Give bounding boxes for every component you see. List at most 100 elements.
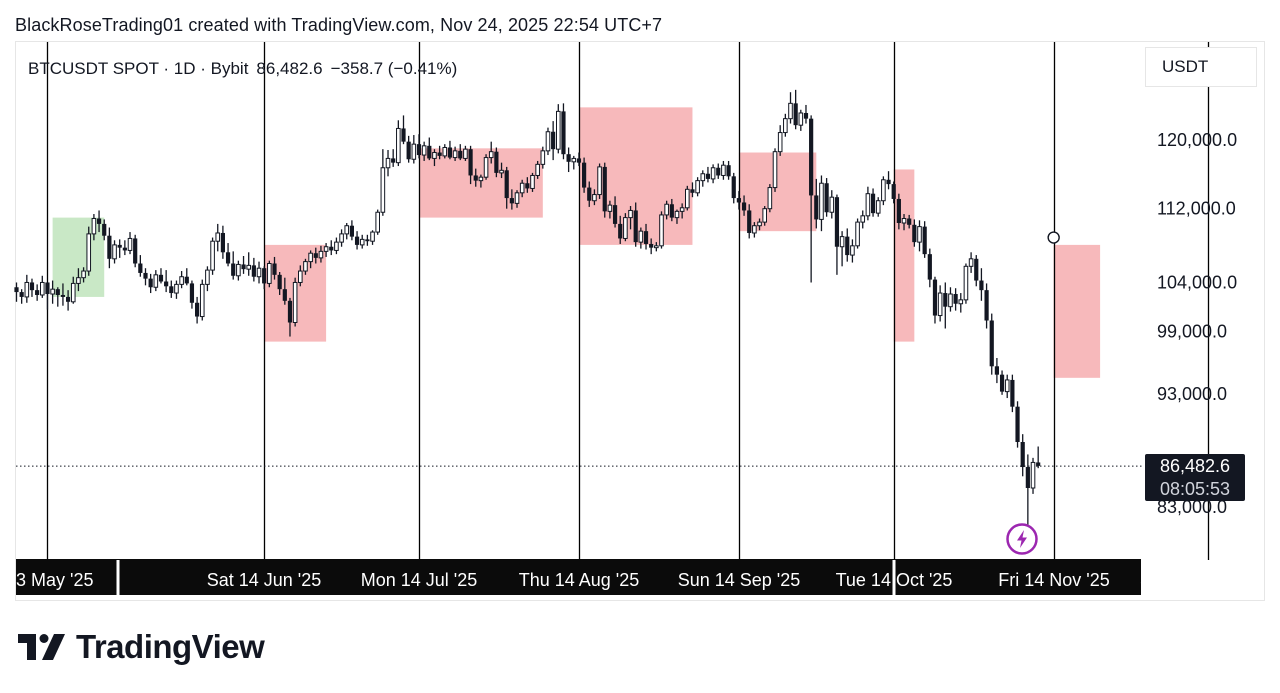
candle-body-up — [411, 143, 417, 160]
candle-body-up — [597, 166, 602, 196]
candle-body-up — [777, 132, 783, 153]
symbol-legend[interactable]: BTCUSDT SPOT · 1D · Bybit 86,482.6 −358.7 … — [28, 59, 465, 79]
candle-body-down — [427, 145, 432, 159]
candle-body-down — [416, 144, 422, 156]
candle-body-up — [700, 173, 706, 182]
x-tick-label: Fri 14 Nov '25 — [998, 570, 1109, 590]
candle-body-up — [81, 270, 86, 279]
candle-body-down — [55, 289, 60, 295]
candle-body-up — [664, 203, 669, 216]
candle-body-up — [463, 148, 468, 159]
candle-body-down — [509, 198, 514, 204]
candle-body-up — [540, 150, 546, 165]
candle-body-up — [798, 112, 804, 126]
candle-body-up — [452, 150, 458, 159]
candle-body-up — [1004, 379, 1010, 393]
x-tick-label: Sun 14 Sep '25 — [678, 570, 801, 590]
candle-body-down — [551, 131, 556, 150]
candle-body-down — [241, 264, 246, 270]
candle-body-down — [406, 141, 411, 160]
candle-body-up — [318, 250, 324, 259]
candle-body-up — [855, 221, 860, 247]
candle-body-up — [535, 163, 540, 176]
candle-body-down — [974, 258, 979, 281]
vertical-lines-layer — [16, 42, 1210, 560]
candle-body-up — [881, 179, 886, 202]
lightning-alert-icon[interactable] — [1006, 523, 1038, 555]
candle-body-down — [138, 263, 143, 273]
candle-body-up — [875, 200, 881, 214]
y-tick-label: 83,000.0 — [1157, 497, 1227, 517]
tradingview-wordmark: TradingView — [76, 628, 265, 665]
candle-body-up — [112, 244, 117, 260]
candle-body-down — [349, 225, 354, 237]
candle-body-up — [432, 152, 437, 159]
candle-body-up — [256, 267, 262, 278]
candle-body-up — [236, 263, 241, 277]
candle-body-down — [927, 254, 932, 280]
candle-body-down — [1010, 379, 1015, 407]
candle-body-up — [199, 283, 205, 318]
candle-body-up — [917, 226, 922, 243]
candle-body-up — [659, 214, 664, 247]
chart-frame — [15, 41, 1265, 601]
zones-layer — [52, 107, 1101, 378]
candle-body-up — [710, 167, 716, 180]
candle-body-down — [922, 226, 927, 255]
candle-body-down — [979, 280, 984, 291]
candle-body-down — [845, 236, 850, 256]
currency-selector[interactable]: USDT — [1145, 47, 1257, 87]
candle-body-down — [60, 294, 66, 297]
tradingview-logo[interactable]: TradingView — [18, 628, 265, 666]
candle-body-up — [592, 194, 597, 202]
candle-body-down — [287, 300, 293, 323]
candle-body-up — [267, 262, 272, 284]
candle-body-up — [514, 192, 520, 204]
candle-body-down — [1020, 442, 1025, 468]
candle-body-down — [643, 231, 649, 244]
candle-body-up — [370, 231, 375, 242]
candle-body-down — [19, 292, 24, 297]
candle-body-down — [741, 202, 747, 211]
candle-body-down — [117, 244, 122, 248]
candle-body-up — [179, 276, 184, 285]
candle-body-up — [571, 157, 577, 163]
candle-body-up — [819, 182, 824, 220]
candle-body-down — [984, 290, 989, 321]
candle-body-up — [638, 230, 644, 243]
candle-body-up — [442, 146, 448, 157]
candle-body-up — [752, 225, 757, 234]
candle-body-down — [896, 198, 901, 224]
candle-body-down — [809, 118, 814, 196]
x-tick-label: Thu 14 Aug '25 — [519, 570, 640, 590]
x-tick-label: 3 May '25 — [16, 570, 93, 590]
candle-body-up — [762, 208, 768, 223]
candle-body-up — [757, 221, 762, 227]
candle-body-up — [772, 151, 778, 189]
candle-body-down — [158, 274, 164, 282]
candle-body-up — [483, 157, 489, 178]
candle-body-down — [726, 165, 731, 177]
candle-body-down — [195, 302, 200, 317]
candle-body-down — [582, 162, 587, 188]
bar-countdown: 08:05:53 — [1159, 479, 1231, 499]
candle-body-up — [829, 196, 835, 213]
candle-body-down — [705, 173, 711, 179]
candle-body-up — [246, 264, 251, 270]
candle-body-down — [133, 238, 138, 264]
candle-body-up — [937, 292, 943, 317]
candle-body-up — [50, 288, 55, 295]
candle-body-down — [313, 253, 318, 258]
candle-body-up — [76, 277, 81, 284]
candle-body-up — [530, 174, 535, 189]
candle-body-down — [391, 158, 396, 163]
candle-body-up — [685, 188, 690, 209]
candle-body-down — [1036, 462, 1041, 466]
candle-body-down — [231, 263, 236, 276]
candle-body-down — [907, 218, 912, 225]
candle-body-down — [870, 193, 876, 214]
candle-body-down — [437, 152, 442, 156]
candle-body-up — [24, 281, 30, 298]
candle-body-up — [303, 261, 308, 272]
